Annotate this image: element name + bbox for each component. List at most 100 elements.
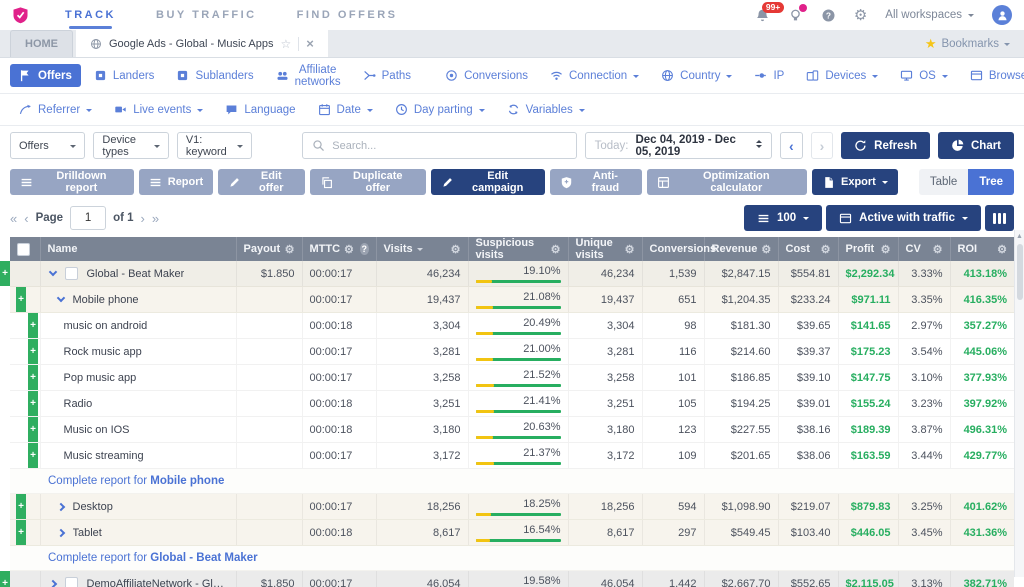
scroll-up-icon[interactable]: ▲	[1016, 233, 1023, 240]
anti-fraud-button[interactable]: Anti-fraud	[550, 169, 641, 195]
filter-landers[interactable]: Landers	[85, 64, 164, 87]
columns-button[interactable]	[985, 205, 1014, 231]
column-gear-icon[interactable]: ⚙	[625, 243, 635, 256]
traffic-filter-button[interactable]: Active with traffic	[826, 205, 981, 231]
notifications-button[interactable]: 99+	[755, 8, 770, 23]
filter-os[interactable]: OS	[891, 64, 957, 87]
filter-sublanders[interactable]: Sublanders	[167, 64, 262, 87]
chevron-down-icon[interactable]	[48, 268, 56, 276]
table-row[interactable]: +Radio00:00:183,25121.41%3,251105$194.25…	[10, 391, 1014, 417]
column-header-conversions[interactable]: Conversions	[642, 237, 704, 261]
expand-plus-button[interactable]: +	[0, 261, 10, 286]
filter-devices[interactable]: Devices	[797, 64, 887, 87]
report-button[interactable]: Report	[139, 169, 213, 195]
next-period-button[interactable]: ›	[811, 132, 834, 159]
next-page-button[interactable]: ›	[141, 211, 145, 226]
brand-logo-icon[interactable]	[12, 6, 29, 24]
optimization-calculator-button[interactable]: Optimization calculator	[647, 169, 807, 195]
refresh-button[interactable]: Refresh	[841, 132, 930, 159]
group-by-select-2[interactable]: Device types	[93, 132, 168, 159]
tab-home[interactable]: HOME	[10, 30, 73, 57]
edit-campaign-button[interactable]: Edit campaign	[431, 169, 545, 195]
filter-ip[interactable]: IP	[745, 64, 793, 87]
column-gear-icon[interactable]: ⚙	[344, 243, 354, 256]
search-input[interactable]	[332, 140, 566, 152]
expand-plus-button[interactable]: +	[28, 443, 38, 468]
column-header-name[interactable]: Name	[40, 237, 236, 261]
row-checkbox[interactable]	[65, 577, 78, 587]
table-row[interactable]: +Pop music app00:00:173,25821.52%3,25810…	[10, 365, 1014, 391]
close-tab-icon[interactable]: ×	[306, 36, 314, 51]
column-gear-icon[interactable]: ⚙	[451, 243, 461, 256]
nav-buy-traffic[interactable]: BUY TRAFFIC	[156, 0, 257, 30]
duplicate-offer-button[interactable]: Duplicate offer	[310, 169, 426, 195]
chevron-right-icon[interactable]	[48, 579, 56, 587]
column-gear-icon[interactable]: ⚙	[285, 243, 295, 256]
edit-offer-button[interactable]: Edit offer	[218, 169, 305, 195]
settings-gear-icon[interactable]: ⚙	[854, 8, 867, 23]
column-header-payout[interactable]: Payout⚙	[236, 237, 302, 261]
bookmarks-dropdown[interactable]: ★ Bookmarks	[925, 30, 1024, 57]
expand-plus-button[interactable]: +	[28, 365, 38, 390]
filter-connection[interactable]: Connection	[541, 64, 648, 87]
table-row[interactable]: +Mobile phone00:00:1719,43721.08%19,4376…	[10, 287, 1014, 313]
filter-date[interactable]: Date	[309, 98, 382, 121]
chevron-right-icon[interactable]	[56, 528, 64, 536]
scroll-thumb[interactable]	[1017, 244, 1023, 300]
expand-plus-button[interactable]: +	[16, 494, 26, 519]
select-all-checkbox[interactable]	[17, 243, 30, 256]
last-page-button[interactable]: »	[152, 211, 159, 226]
column-gear-icon[interactable]: ⚙	[821, 243, 831, 256]
rows-per-page-button[interactable]: 100	[744, 205, 822, 231]
previous-period-button[interactable]: ‹	[780, 132, 803, 159]
column-gear-icon[interactable]: ⚙	[761, 243, 771, 256]
previous-page-button[interactable]: ‹	[24, 211, 28, 226]
chevron-down-icon[interactable]	[56, 294, 64, 302]
workspaces-dropdown[interactable]: All workspaces	[885, 9, 974, 21]
filter-day-parting[interactable]: Day parting	[386, 98, 494, 121]
favorite-star-icon[interactable]: ☆	[280, 37, 291, 51]
table-row[interactable]: +music on android00:00:183,30420.49%3,30…	[10, 313, 1014, 339]
whats-new-button[interactable]	[788, 8, 803, 23]
date-range-picker[interactable]: Today: Dec 04, 2019 - Dec 05, 2019	[585, 132, 773, 159]
export-button[interactable]: Export	[812, 169, 898, 195]
complete-report-link[interactable]: Complete report for Global - Beat Maker	[48, 552, 258, 564]
tab-campaign[interactable]: Google Ads - Global - Music Apps ☆ ×	[76, 30, 328, 57]
expand-plus-button[interactable]: +	[28, 391, 38, 416]
expand-plus-button[interactable]: +	[0, 571, 10, 587]
chevron-right-icon[interactable]	[56, 502, 64, 510]
table-row[interactable]: +DemoAffiliateNetwork - Global - Music&R…	[10, 571, 1014, 587]
column-header-unique-visits[interactable]: Unique visits⚙	[568, 237, 642, 261]
column-header-suspicious-visits[interactable]: Suspicious visits⚙	[468, 237, 568, 261]
column-help-icon[interactable]: ?	[360, 243, 369, 255]
filter-browsers[interactable]: Browsers	[961, 64, 1024, 87]
table-row[interactable]: +Music on IOS00:00:183,18020.63%3,180123…	[10, 417, 1014, 443]
table-row[interactable]: +Tablet00:00:188,61716.54%8,617297$549.4…	[10, 520, 1014, 546]
column-gear-icon[interactable]: ⚙	[551, 243, 561, 256]
expand-plus-button[interactable]: +	[28, 339, 38, 364]
column-gear-icon[interactable]: ⚙	[881, 243, 891, 256]
column-gear-icon[interactable]: ⚙	[997, 243, 1007, 256]
avatar[interactable]	[992, 5, 1012, 25]
page-number-input[interactable]	[70, 206, 106, 230]
row-checkbox[interactable]	[65, 267, 78, 280]
filter-conversions[interactable]: Conversions	[436, 64, 537, 87]
first-page-button[interactable]: «	[10, 211, 17, 226]
filter-live-events[interactable]: Live events	[105, 98, 212, 121]
expand-plus-button[interactable]: +	[28, 417, 38, 442]
column-header-select[interactable]	[10, 237, 40, 261]
column-gear-icon[interactable]: ⚙	[933, 243, 943, 256]
filter-paths[interactable]: Paths	[354, 64, 420, 87]
column-header-revenue[interactable]: Revenue⚙	[704, 237, 778, 261]
chart-button[interactable]: Chart	[938, 132, 1014, 159]
column-header-mttc[interactable]: MTTC⚙?	[302, 237, 376, 261]
group-by-select-1[interactable]: Offers	[10, 132, 85, 159]
group-by-select-3[interactable]: V1: keyword	[177, 132, 252, 159]
view-tree-button[interactable]: Tree	[968, 169, 1014, 195]
table-row[interactable]: +Music streaming00:00:173,17221.37%3,172…	[10, 443, 1014, 469]
complete-report-link[interactable]: Complete report for Mobile phone	[48, 475, 224, 487]
column-header-cv[interactable]: CV⚙	[898, 237, 950, 261]
column-header-cost[interactable]: Cost⚙	[778, 237, 838, 261]
vertical-scrollbar[interactable]: ▲	[1014, 230, 1024, 577]
expand-plus-button[interactable]: +	[16, 287, 26, 312]
